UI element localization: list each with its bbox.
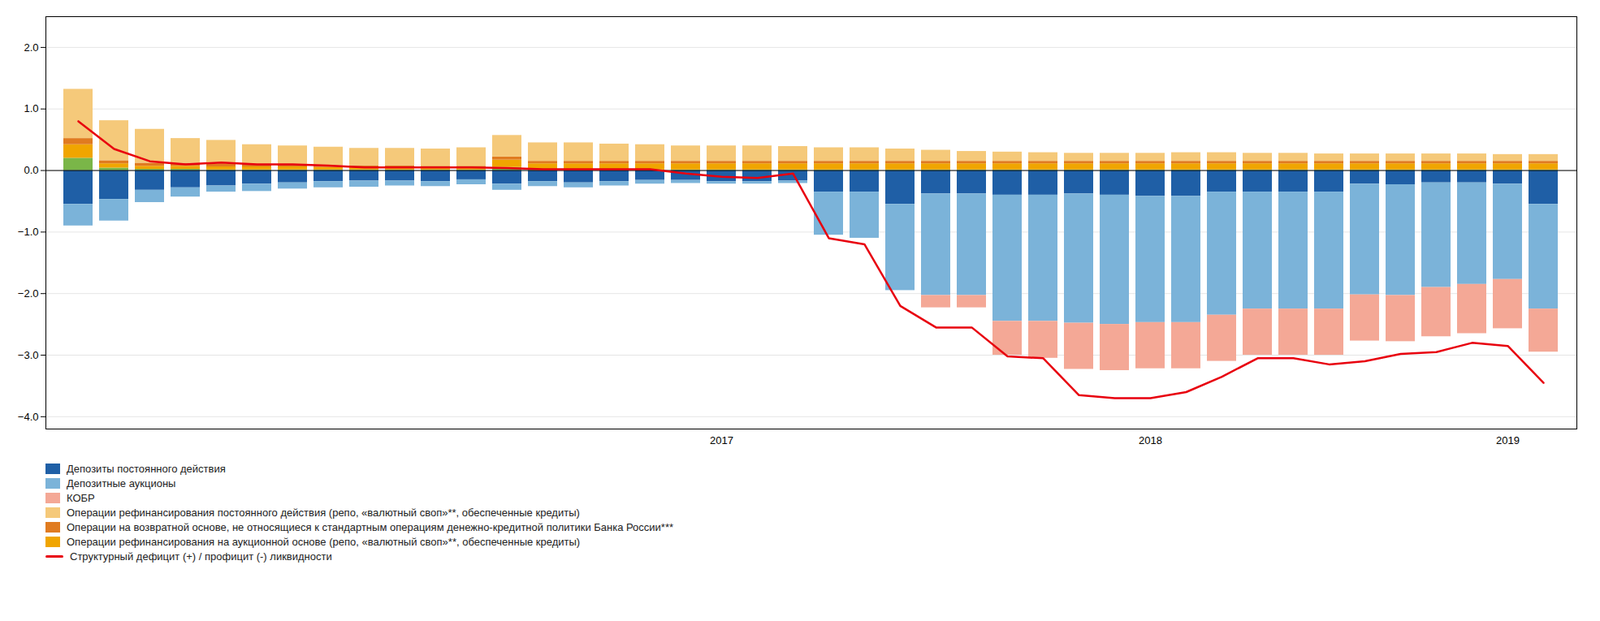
html-text:Депозитные аукционы: Депозитные аукционы [66, 477, 176, 490]
svg-text:−1.0: −1.0 [17, 225, 39, 238]
html-text:Структурный дефицит (+) / проф: Структурный дефицит (+) / профицит (-) л… [69, 550, 332, 563]
svg-text:2.0: 2.0 [23, 41, 39, 54]
html-text:Операции рефинансирования пост: Операции рефинансирования постоянного де… [66, 506, 580, 519]
svg-text:−3.0: −3.0 [17, 349, 39, 362]
html-text:Операции на возвратной основе,: Операции на возвратной основе, не относя… [66, 521, 674, 534]
html-text:Операции рефинансирования на а: Операции рефинансирования на аукционной … [66, 536, 581, 549]
svg-text:2018: 2018 [1138, 434, 1163, 447]
svg-text:1.0: 1.0 [23, 102, 39, 115]
svg-text:2017: 2017 [709, 434, 734, 447]
html-text:Депозиты постоянного действия: Депозиты постоянного действия [66, 462, 226, 476]
svg-text:0.0: 0.0 [23, 164, 39, 177]
svg-text:−2.0: −2.0 [17, 287, 39, 300]
html-text:КОБР: КОБР [66, 492, 95, 505]
svg-text:2019: 2019 [1496, 434, 1520, 447]
svg-text:−4.0: −4.0 [17, 410, 39, 423]
